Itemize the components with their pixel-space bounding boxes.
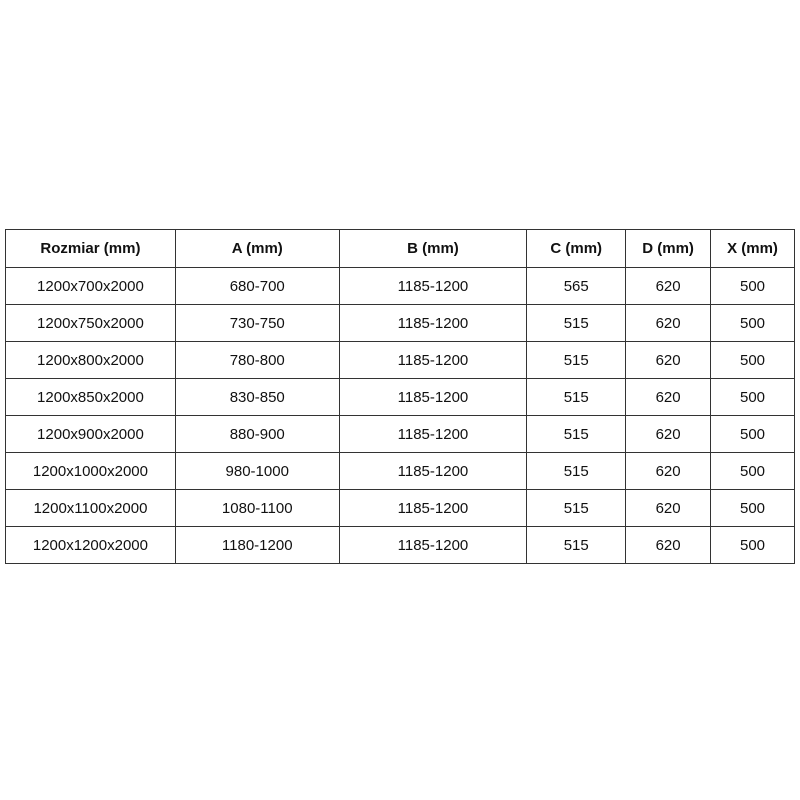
table-cell: 620 — [625, 378, 712, 416]
table-cell: 620 — [625, 489, 712, 527]
column-header: Rozmiar (mm) — [5, 229, 176, 268]
table-cell: 1185-1200 — [338, 341, 528, 379]
table-cell: 980-1000 — [174, 452, 340, 490]
table-cell: 500 — [710, 341, 795, 379]
table-cell: 620 — [625, 526, 712, 564]
column-header: B (mm) — [338, 229, 528, 268]
table-cell: 500 — [710, 267, 795, 305]
table-cell: 1200x850x2000 — [5, 378, 176, 416]
table-cell: 830-850 — [174, 378, 340, 416]
table-cell: 1185-1200 — [338, 526, 528, 564]
table-cell: 1080-1100 — [174, 489, 340, 527]
table-cell: 515 — [526, 489, 627, 527]
table-cell: 500 — [710, 415, 795, 453]
header-row: Rozmiar (mm) A (mm) B (mm) C (mm) D (mm) X (m… — [5, 229, 795, 268]
table-cell: 500 — [710, 304, 795, 342]
table-cell: 1180-1200 — [174, 526, 340, 564]
table-cell: 500 — [710, 378, 795, 416]
table-cell: 515 — [526, 452, 627, 490]
table-cell: 1200x750x2000 — [5, 304, 176, 342]
table-cell: 500 — [710, 526, 795, 564]
table-cell: 515 — [526, 341, 627, 379]
table-cell: 1185-1200 — [338, 378, 528, 416]
table-cell: 1185-1200 — [338, 415, 528, 453]
table-cell: 620 — [625, 341, 712, 379]
dimensions-table: Rozmiar (mm) A (mm) B (mm) C (mm) D (mm) X (m… — [5, 229, 795, 564]
table-cell: 1185-1200 — [338, 267, 528, 305]
table-row: 1200x1000x2000 980-1000 1185-1200 515 620 500 — [5, 452, 795, 490]
table-cell: 500 — [710, 452, 795, 490]
table-cell: 515 — [526, 415, 627, 453]
table-cell: 515 — [526, 526, 627, 564]
table-row: 1200x1100x2000 1080-1100 1185-1200 515 620 50… — [5, 489, 795, 527]
column-header: A (mm) — [174, 229, 340, 268]
table-cell: 620 — [625, 267, 712, 305]
table-cell: 780-800 — [174, 341, 340, 379]
table-cell: 680-700 — [174, 267, 340, 305]
table-row: 1200x700x2000 680-700 1185-1200 565 620 500 — [5, 267, 795, 305]
table-cell: 620 — [625, 415, 712, 453]
column-header: C (mm) — [526, 229, 627, 268]
table-cell: 1185-1200 — [338, 304, 528, 342]
table-cell: 515 — [526, 378, 627, 416]
table-row: 1200x850x2000 830-850 1185-1200 515 620 500 — [5, 378, 795, 416]
table-cell: 620 — [625, 452, 712, 490]
table-cell: 500 — [710, 489, 795, 527]
table-cell: 1200x1200x2000 — [5, 526, 176, 564]
table-row: 1200x900x2000 880-900 1185-1200 515 620 500 — [5, 415, 795, 453]
table-cell: 565 — [526, 267, 627, 305]
table-row: 1200x750x2000 730-750 1185-1200 515 620 500 — [5, 304, 795, 342]
table-cell: 1185-1200 — [338, 489, 528, 527]
table-cell: 1200x1100x2000 — [5, 489, 176, 527]
table-cell: 620 — [625, 304, 712, 342]
table-cell: 1200x900x2000 — [5, 415, 176, 453]
table-cell: 1200x700x2000 — [5, 267, 176, 305]
table-cell: 515 — [526, 304, 627, 342]
table-cell: 880-900 — [174, 415, 340, 453]
table-cell: 730-750 — [174, 304, 340, 342]
table-row: 1200x800x2000 780-800 1185-1200 515 620 500 — [5, 341, 795, 379]
table-cell: 1200x800x2000 — [5, 341, 176, 379]
column-header: D (mm) — [625, 229, 712, 268]
table-cell: 1200x1000x2000 — [5, 452, 176, 490]
table-cell: 1185-1200 — [338, 452, 528, 490]
table-row: 1200x1200x2000 1180-1200 1185-1200 515 620 50… — [5, 526, 795, 564]
column-header: X (mm) — [710, 229, 795, 268]
